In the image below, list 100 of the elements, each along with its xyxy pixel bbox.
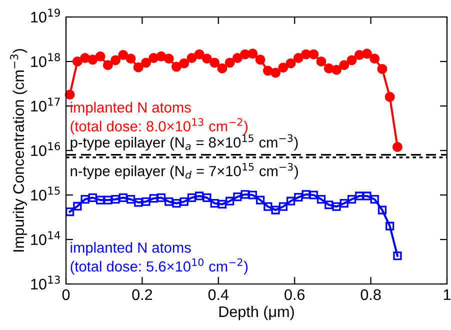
- point: [134, 198, 143, 207]
- point: [384, 92, 395, 102]
- series-label: implanted N atoms (total dose: 8.0×10$^{13}$ cm$^{−2}$): [70, 102, 248, 134]
- point: [240, 190, 250, 199]
- point: [392, 142, 402, 152]
- x-tick-label: 0.2: [132, 289, 152, 300]
- point: [302, 190, 310, 199]
- point: [346, 55, 357, 66]
- point: [278, 202, 288, 211]
- point: [270, 68, 281, 78]
- point: [164, 197, 174, 206]
- point: [218, 200, 227, 209]
- point: [187, 193, 196, 202]
- point: [226, 196, 234, 206]
- point: [66, 207, 74, 216]
- point: [111, 195, 120, 204]
- point: [118, 50, 128, 60]
- point: [217, 63, 228, 74]
- y-tick-label: 10$^{19}$: [31, 8, 60, 23]
- point: [355, 192, 364, 200]
- point: [347, 195, 356, 204]
- annotation: p-type epilayer (N$_{a}$ = 8×10$^{15}$ cm$^{−3}$): [70, 134, 298, 150]
- point: [210, 58, 220, 68]
- point: [195, 192, 204, 200]
- x-tick-label: 0.4: [208, 289, 229, 300]
- point: [293, 52, 304, 63]
- point: [102, 60, 113, 70]
- point: [133, 62, 144, 72]
- point: [255, 54, 266, 65]
- point: [88, 193, 97, 202]
- point: [286, 196, 296, 206]
- x-tick-label: 1: [444, 289, 451, 300]
- point: [171, 62, 182, 72]
- point: [202, 54, 212, 64]
- y-tick-label: 10$^{17}$: [31, 98, 60, 112]
- point: [316, 195, 326, 204]
- point: [104, 196, 112, 204]
- point: [286, 58, 296, 68]
- point: [308, 49, 319, 60]
- point: [271, 206, 280, 214]
- point: [172, 199, 181, 208]
- point: [149, 194, 158, 203]
- x-axis-title: Depth (μm): [219, 306, 294, 320]
- point: [332, 64, 342, 75]
- x-tick-label: 0.8: [360, 289, 381, 300]
- point: [164, 54, 174, 64]
- point: [377, 64, 388, 74]
- point: [262, 66, 273, 76]
- point: [179, 58, 190, 68]
- point: [386, 222, 394, 230]
- point: [232, 52, 242, 63]
- point: [362, 192, 372, 200]
- point: [186, 52, 197, 63]
- point: [126, 195, 136, 204]
- point: [339, 60, 350, 70]
- point: [156, 193, 166, 202]
- y-axis-title: Impurity Concentration (cm$^{−3}$): [10, 49, 28, 252]
- y-tick-label: 10$^{18}$: [31, 53, 60, 68]
- point: [202, 193, 212, 202]
- point: [126, 54, 136, 64]
- point: [80, 195, 90, 204]
- series-label: implanted N atoms (total dose: 5.6×10$^{10}$ cm$^{−2}$): [70, 242, 248, 274]
- annotation: n-type epilayer (N$_{d}$ = 7×10$^{15}$ cm$^{−3}$): [70, 162, 298, 180]
- point: [118, 193, 128, 202]
- point: [340, 199, 348, 208]
- point: [264, 202, 272, 211]
- point: [316, 56, 326, 66]
- x-tick-label: 0: [62, 289, 70, 300]
- point: [233, 192, 242, 202]
- point: [110, 55, 121, 66]
- y-tick-label: 10$^{15}$: [31, 186, 60, 201]
- point: [142, 197, 150, 206]
- point: [180, 197, 188, 206]
- point: [88, 54, 98, 65]
- point: [194, 49, 204, 60]
- point: [370, 195, 379, 204]
- point: [224, 58, 235, 68]
- point: [141, 58, 152, 68]
- point: [248, 48, 258, 59]
- point: [64, 90, 75, 100]
- point: [210, 199, 219, 208]
- point: [362, 48, 372, 59]
- point: [324, 63, 334, 74]
- point: [378, 206, 387, 214]
- y-tick-label: 10$^{16}$: [31, 142, 60, 156]
- point: [278, 62, 288, 73]
- point: [148, 52, 159, 63]
- x-tick-label: 0.6: [284, 289, 305, 300]
- point: [73, 202, 82, 211]
- point: [95, 51, 106, 62]
- point: [332, 202, 341, 211]
- point: [156, 51, 166, 62]
- point: [72, 56, 82, 66]
- point: [393, 252, 402, 260]
- point: [324, 200, 334, 210]
- point: [370, 54, 380, 64]
- point: [96, 196, 105, 204]
- point: [309, 190, 318, 200]
- point: [256, 196, 265, 204]
- y-tick-label: 10$^{14}$: [31, 231, 60, 246]
